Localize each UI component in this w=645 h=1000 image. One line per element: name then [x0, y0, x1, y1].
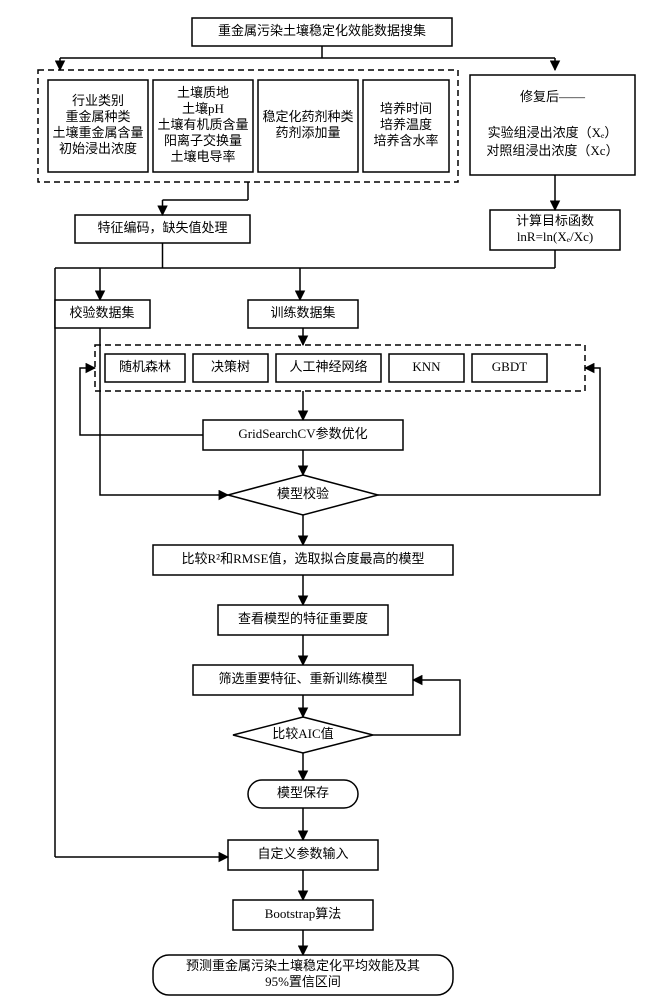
target-text-line0: 计算目标函数	[516, 213, 594, 228]
g2-text-line4: 土壤电导率	[170, 149, 235, 164]
feat-encode-text: 特征编码，缺失值处理	[97, 220, 227, 235]
g2-text-line1: 土壤pH	[182, 101, 224, 116]
connector	[378, 368, 600, 495]
g4-text-line0: 培养时间	[380, 101, 432, 116]
final-text-line1: 95%置信区间	[265, 974, 341, 989]
g5-text-line3: 对照组浸出浓度（Xc）	[486, 143, 618, 158]
compare-text: 比较R²和RMSE值，选取拟合度最高的模型	[182, 551, 425, 566]
g1-text-line3: 初始浸出浓度	[59, 141, 137, 156]
g2-text-line2: 土壤有机质含量	[157, 117, 248, 132]
g5-text-line2: 实验组浸出浓度（Xₑ）	[488, 125, 618, 140]
g3-text-line0: 稳定化药剂种类	[262, 109, 353, 124]
g1-text-line1: 重金属种类	[65, 109, 130, 124]
m2-text: 决策树	[211, 359, 250, 374]
connector	[100, 328, 228, 495]
g4-text-line2: 培养含水率	[373, 133, 438, 148]
g3-text-line1: 药剂添加量	[275, 125, 340, 140]
target-text-line1: lnR=ln(Xₑ/Xc)	[517, 229, 593, 244]
m5-text: GBDT	[492, 359, 527, 374]
feat-imp-text: 查看模型的特征重要度	[238, 611, 368, 626]
valset-text: 校验数据集	[69, 305, 134, 320]
g1-text-line0: 行业类别	[72, 93, 124, 108]
g2-text-line3: 阳离子交换量	[164, 133, 242, 148]
model-valid-text: 模型校验	[277, 486, 329, 501]
g4-text-line1: 培养温度	[380, 117, 432, 132]
m3-text: 人工神经网络	[289, 359, 367, 374]
aic-text: 比较AIC值	[272, 726, 333, 741]
save-text: 模型保存	[277, 785, 329, 800]
title: 重金属污染土壤稳定化效能数据搜集	[218, 23, 426, 38]
g5-text-line0: 修复后——	[520, 89, 586, 104]
g1-text-line2: 土壤重金属含量	[52, 125, 143, 140]
custom-text: 自定义参数输入	[257, 846, 348, 861]
m4-text: KNN	[412, 359, 441, 374]
trainset-text: 训练数据集	[270, 305, 335, 320]
retrain-text: 筛选重要特征、重新训练模型	[218, 671, 387, 686]
final-text-line0: 预测重金属污染土壤稳定化平均效能及其	[186, 958, 420, 973]
g2-text-line0: 土壤质地	[177, 85, 229, 100]
gridsearch-text: GridSearchCV参数优化	[238, 426, 367, 441]
m1-text: 随机森林	[119, 359, 171, 374]
bootstrap-text: Bootstrap算法	[265, 906, 342, 921]
